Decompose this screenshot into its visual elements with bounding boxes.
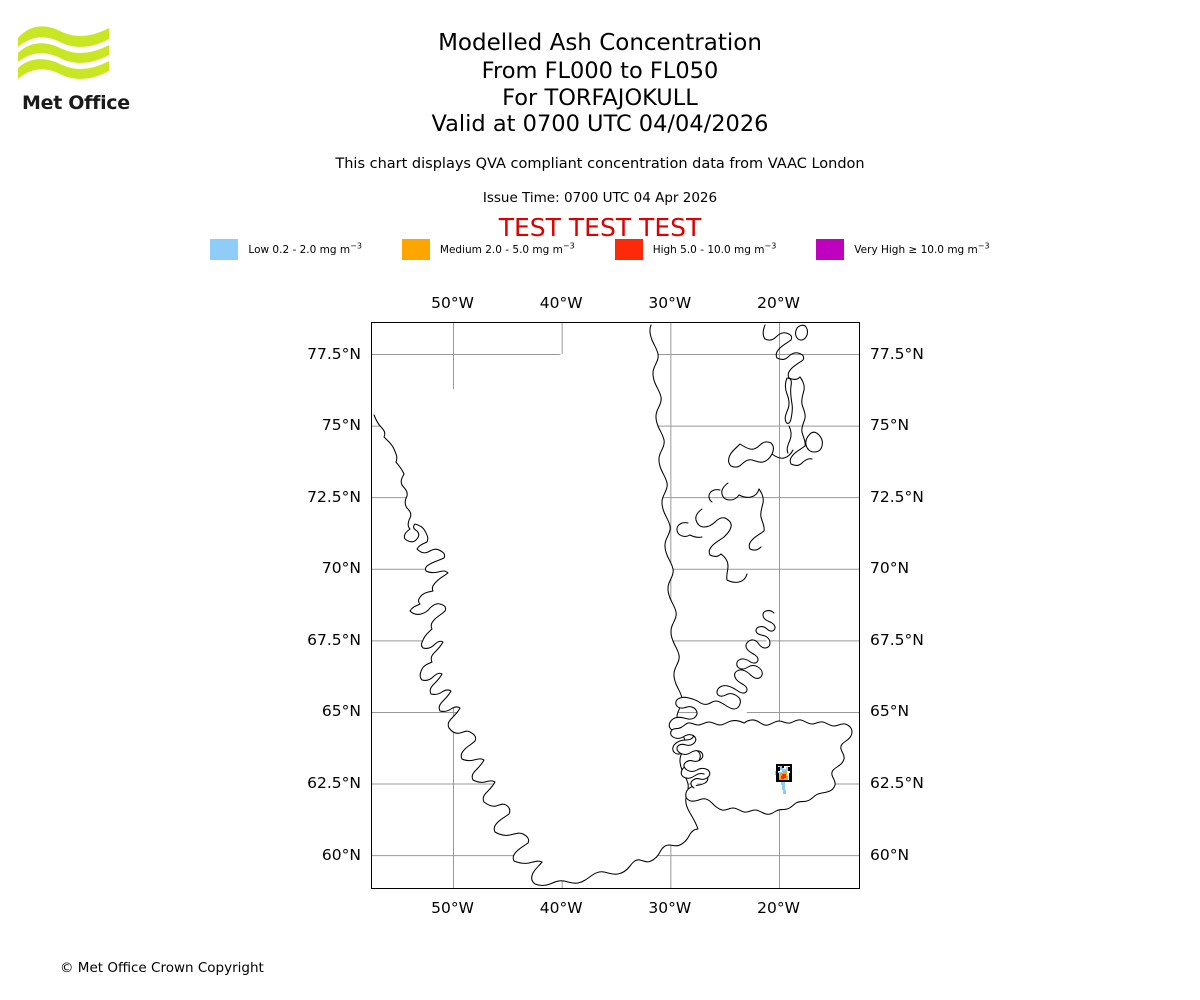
longitude-tick-label: 20°W	[757, 294, 800, 312]
legend-label: Low 0.2 - 2.0 mg m−3	[248, 241, 362, 256]
legend-entry: High 5.0 - 10.0 mg m−3	[614, 239, 817, 260]
chart-subtitle: This chart displays QVA compliant concen…	[335, 156, 865, 172]
legend-color-swatch	[210, 239, 239, 260]
latitude-tick-label: 77.5°N	[870, 344, 924, 363]
latitude-tick-label: 60°N	[321, 845, 361, 864]
legend-label: Very High ≥ 10.0 mg m−3	[854, 241, 990, 256]
valid-time: Valid at 0700 UTC 04/04/2026	[431, 111, 769, 137]
greenland-east-coast-detail	[676, 324, 823, 583]
legend-color-swatch	[816, 239, 845, 260]
latitude-tick-label: 77.5°N	[307, 344, 361, 363]
copyright-notice: © Met Office Crown Copyright	[60, 960, 264, 976]
latitude-tick-label: 62.5°N	[870, 774, 924, 793]
met-office-logo: Met Office	[12, 22, 212, 117]
latitude-tick-label: 65°N	[321, 702, 361, 721]
longitude-tick-label: 50°W	[431, 899, 474, 917]
latitude-tick-label: 67.5°N	[870, 630, 924, 649]
flight-level-range: From FL000 to FL050	[481, 58, 719, 84]
latitude-tick-label: 62.5°N	[307, 774, 361, 793]
latitude-tick-label: 72.5°N	[307, 487, 361, 506]
longitude-tick-label: 30°W	[648, 899, 692, 917]
issue-time: Issue Time: 0700 UTC 04 Apr 2026	[482, 190, 718, 206]
latitude-tick-label: 72.5°N	[870, 487, 924, 506]
longitude-tick-label: 50°W	[431, 294, 474, 312]
latitude-tick-label: 60°N	[870, 845, 910, 864]
latitude-tick-label: 65°N	[870, 702, 910, 721]
latitude-tick-label: 75°N	[870, 416, 910, 435]
latitude-tick-label: 70°N	[321, 559, 361, 578]
concentration-legend: Low 0.2 - 2.0 mg m−3 Medium 2.0 - 5.0 mg …	[0, 239, 1200, 260]
legend-label: High 5.0 - 10.0 mg m−3	[652, 241, 777, 256]
iceland-westfjords	[670, 720, 745, 789]
latitude-tick-label: 70°N	[870, 559, 910, 578]
ash-plume-cluster	[775, 764, 792, 794]
iceland-coastline	[668, 610, 853, 815]
test-banner: TEST TEST TEST	[498, 213, 702, 242]
legend-entry: Medium 2.0 - 5.0 mg m−3	[401, 239, 615, 260]
latitude-tick-label: 67.5°N	[307, 630, 361, 649]
latitude-tick-label: 75°N	[321, 416, 361, 435]
map-canvas	[372, 323, 859, 888]
map-plot-area	[371, 322, 860, 889]
legend-entry: Very High ≥ 10.0 mg m−3	[816, 239, 990, 260]
longitude-tick-label: 40°W	[539, 294, 583, 312]
map-frame	[371, 322, 860, 889]
greenland-coastline	[373, 324, 699, 887]
chart-title-block: Modelled Ash Concentration From FL000 to…	[0, 28, 1200, 138]
legend-color-swatch	[614, 239, 643, 260]
legend-entry: Low 0.2 - 2.0 mg m−3	[210, 239, 401, 260]
legend-label: Medium 2.0 - 5.0 mg m−3	[439, 241, 575, 256]
longitude-tick-label: 20°W	[757, 899, 800, 917]
page-title: Modelled Ash Concentration	[438, 30, 762, 56]
legend-color-swatch	[401, 239, 430, 260]
longitude-tick-label: 40°W	[539, 899, 583, 917]
volcano-name: For TORFAJOKULL	[502, 84, 698, 111]
longitude-tick-label: 30°W	[648, 294, 692, 312]
met-office-logo-text: Met Office	[22, 92, 130, 114]
met-office-wave-mark	[18, 26, 109, 79]
